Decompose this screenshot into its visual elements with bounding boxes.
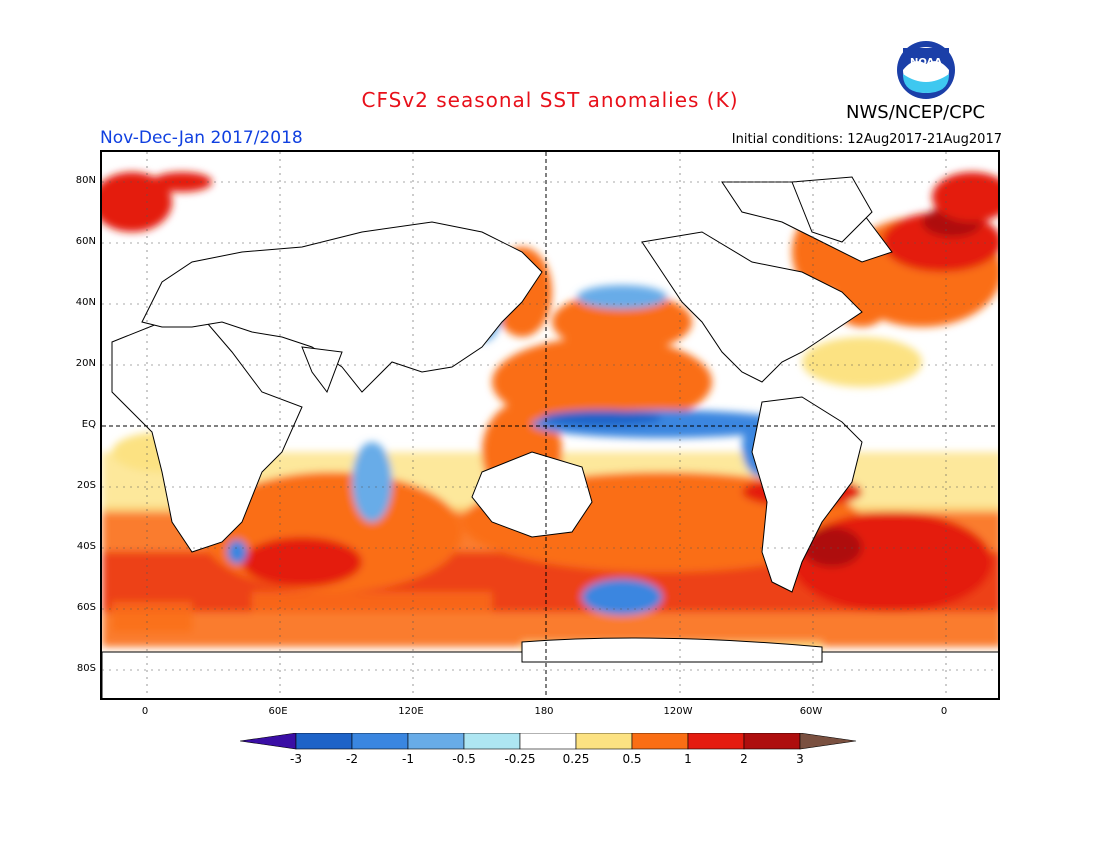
lat-tick-label: 20S (76, 480, 96, 491)
lon-tick-label: 60E (268, 706, 288, 717)
colorbar-level-label: -3 (290, 752, 302, 766)
colorbar-segment (295, 733, 353, 750)
colorbar-level-label: -0.5 (452, 752, 476, 766)
colorbar-level-label: 1 (684, 752, 692, 766)
colorbar-segment (407, 733, 465, 750)
lat-tick-label: 40N (75, 297, 96, 308)
colorbar-segment (240, 733, 297, 750)
logo-text: NOAA (910, 57, 942, 68)
colorbar-level-label: 2 (740, 752, 748, 766)
lon-tick-label: 60W (799, 706, 823, 717)
lon-tick-label: 0 (141, 706, 149, 717)
colorbar-segment (463, 733, 521, 750)
colorbar-segment (519, 733, 577, 750)
sst-anomaly-map (100, 150, 1000, 700)
colorbar-level-label: 3 (796, 752, 804, 766)
colorbar-segment (631, 733, 689, 750)
graticule (102, 152, 998, 698)
lat-tick-label: 60S (76, 602, 96, 613)
lon-tick-label: 0 (940, 706, 948, 717)
lat-tick-label: 40S (76, 541, 96, 552)
lon-tick-label: 120E (398, 706, 424, 717)
lon-tick-label: 120W (663, 706, 693, 717)
colorbar-level-label: -1 (402, 752, 414, 766)
colorbar-segment (687, 733, 745, 750)
lat-tick-label: 20N (75, 358, 96, 369)
continents (102, 176, 998, 698)
agency-label: NWS/NCEP/CPC (846, 102, 986, 123)
lat-tick-label: EQ (81, 419, 96, 430)
lon-tick-label: 180 (534, 706, 554, 717)
colorbar-level-label: -0.25 (504, 752, 536, 766)
lat-tick-label: 80N (75, 175, 96, 186)
lat-tick-label: 60N (75, 236, 96, 247)
colorbar-level-label: 0.5 (622, 752, 642, 766)
initial-conditions-label: Initial conditions: 12Aug2017-21Aug2017 (731, 132, 1002, 147)
noaa-logo-icon: NOAA (897, 41, 955, 99)
chart-title: CFSv2 seasonal SST anomalies (K) (361, 88, 739, 112)
anomaly-field (102, 172, 998, 662)
colorbar-segment (575, 733, 633, 750)
colorbar-segment (743, 733, 801, 750)
period-label: Nov-Dec-Jan 2017/2018 (100, 128, 303, 148)
colorbar-level-label: -2 (346, 752, 358, 766)
lat-tick-label: 80S (76, 663, 96, 674)
colorbar (240, 733, 857, 750)
colorbar-segment (799, 733, 857, 750)
colorbar-level-label: 0.25 (562, 752, 590, 766)
colorbar-segment (351, 733, 409, 750)
map-svg (102, 152, 998, 698)
